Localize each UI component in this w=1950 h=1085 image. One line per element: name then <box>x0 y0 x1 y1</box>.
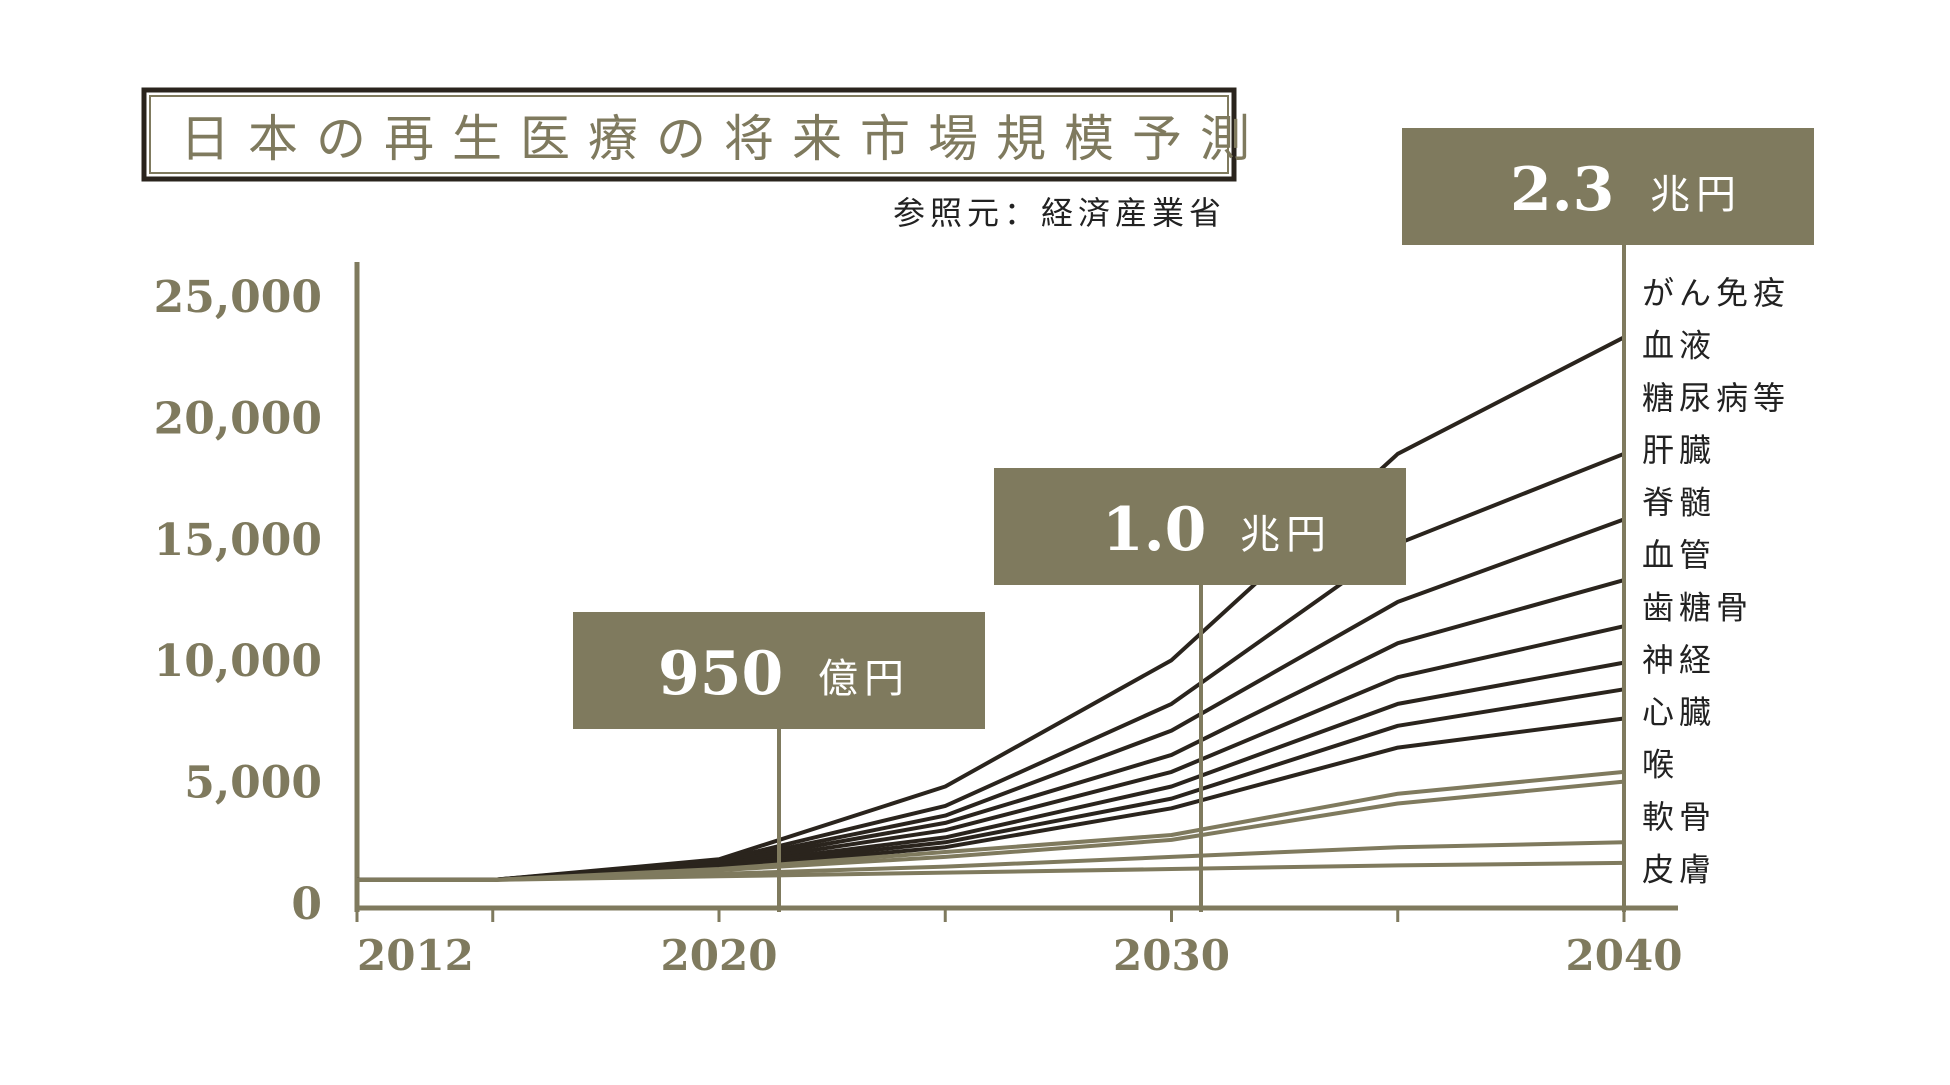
legend-entry: 糖尿病等 <box>1642 379 1790 417</box>
callout-box-2040 <box>1402 128 1814 245</box>
callout-box-2030 <box>994 468 1406 585</box>
callout-value-2020: 950 <box>658 639 783 709</box>
series-line <box>357 451 1625 882</box>
chart-title: 日本の再生医療の将来市場規模予測 <box>180 110 1268 168</box>
title-frame-outer <box>141 87 1237 182</box>
source-note: 参照元：経済産業省 <box>893 194 1226 232</box>
legend-entry: 脊髄 <box>1642 484 1716 522</box>
callouts: 950 億円 1.0 兆円 2.3 兆円 <box>573 128 1814 912</box>
callout-2020: 950 億円 <box>573 612 985 912</box>
callout-unit-2040: 兆円 <box>1650 172 1742 218</box>
y-tick-label: 0 <box>291 879 322 930</box>
callout-box-2020 <box>573 612 985 729</box>
callout-2040: 2.3 兆円 <box>1402 128 1814 912</box>
y-tick-label: 15,000 <box>154 515 322 566</box>
x-ticks: 2012 2020 2030 2040 <box>355 906 1683 980</box>
y-tick-label: 10,000 <box>154 636 322 687</box>
legend-entry: 皮膚 <box>1642 850 1716 888</box>
legend-entry: 血液 <box>1642 326 1716 364</box>
callout-unit-2020: 億円 <box>818 656 910 702</box>
series-line <box>357 860 1625 882</box>
legend-entry: 軟骨 <box>1642 798 1716 836</box>
y-tick-label: 20,000 <box>154 393 322 444</box>
legend-entry: がん免疫 <box>1642 274 1790 312</box>
legend-entry: 歯糖骨 <box>1642 588 1753 626</box>
callout-value-2040: 2.3 <box>1510 155 1614 225</box>
callout-2030: 1.0 兆円 <box>994 468 1406 912</box>
y-tick-labels: 0 5,000 10,000 15,000 20,000 25,000 <box>154 272 322 930</box>
x-tick-label: 2020 <box>661 931 778 980</box>
callout-value-2030: 1.0 <box>1102 495 1206 565</box>
legend-entry: 血管 <box>1642 536 1716 574</box>
x-tick-label: 2030 <box>1113 931 1230 980</box>
callout-unit-2030: 兆円 <box>1240 512 1332 558</box>
x-tick-label: 2012 <box>357 931 474 980</box>
series-line <box>357 624 1625 882</box>
legend-entry: 肝臓 <box>1642 431 1716 469</box>
legend-entry: 神経 <box>1642 641 1716 679</box>
y-tick-label: 5,000 <box>184 758 322 809</box>
legend-entry: 心臓 <box>1642 693 1716 731</box>
legend-entry: 喉 <box>1642 746 1679 784</box>
series-lines <box>357 335 1625 882</box>
title-box: 日本の再生医療の将来市場規模予測 <box>141 87 1268 182</box>
title-frame-inner <box>149 95 1229 174</box>
x-tick-label: 2040 <box>1566 931 1683 980</box>
y-tick-label: 25,000 <box>154 272 322 323</box>
